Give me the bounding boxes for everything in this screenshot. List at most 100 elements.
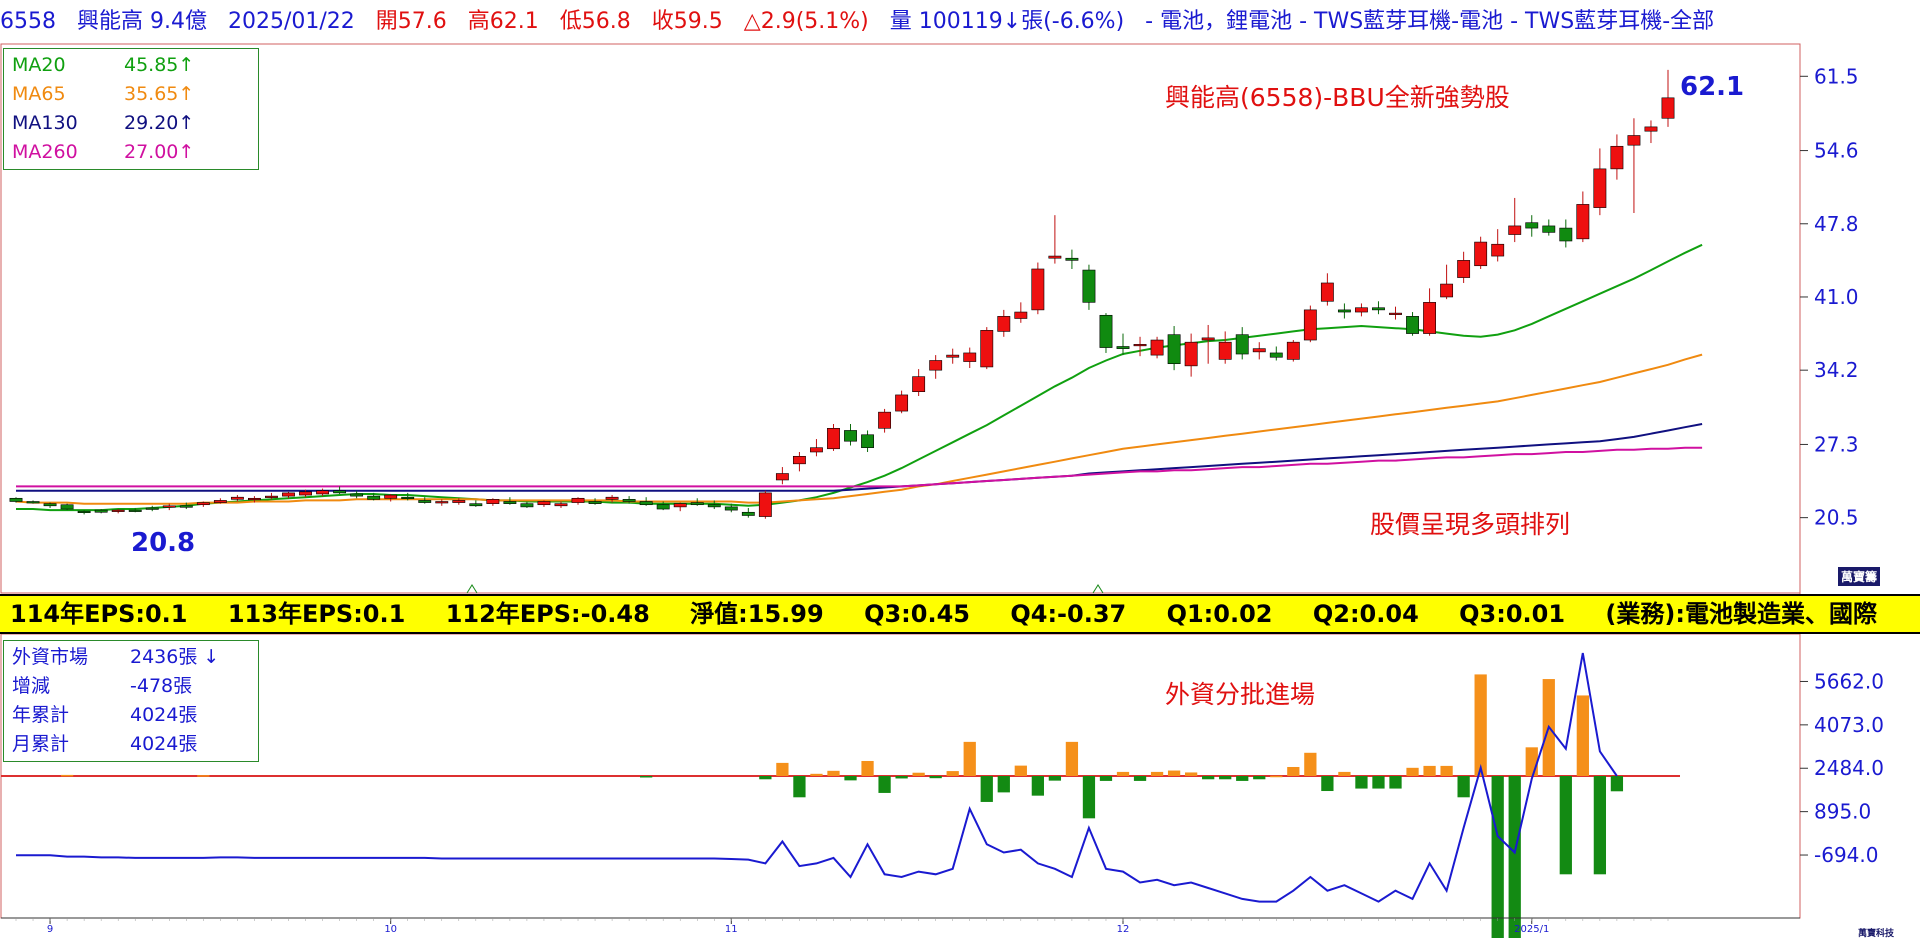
candle-body xyxy=(452,500,466,503)
candle-body xyxy=(792,455,806,465)
candle-body xyxy=(1320,282,1334,302)
candle-body xyxy=(401,496,415,499)
candle xyxy=(758,490,772,519)
flow-tick-label: 4073.0 xyxy=(1814,713,1884,737)
candle xyxy=(418,497,432,504)
ma-legend-row: MA20 45.85↑ xyxy=(12,51,250,80)
candle xyxy=(384,493,398,502)
flow-bar xyxy=(1150,771,1164,776)
candle-body xyxy=(622,499,636,502)
candle-body xyxy=(758,492,772,517)
candle xyxy=(145,505,159,512)
candle-body xyxy=(1661,97,1675,119)
candle-body xyxy=(94,509,108,513)
candle-body xyxy=(1372,307,1385,311)
candle xyxy=(980,327,994,370)
flow-bar xyxy=(1355,776,1368,789)
flow-tick-label: 2484.0 xyxy=(1814,756,1884,780)
candle xyxy=(26,500,40,504)
candle-body xyxy=(1440,283,1454,298)
candle xyxy=(929,355,943,379)
candle xyxy=(1406,312,1419,336)
candle-body xyxy=(469,503,483,507)
eps-info-bar: 114年EPS:0.1 113年EPS:0.1 112年EPS:-0.48 淨值… xyxy=(0,594,1920,634)
candle-body xyxy=(1303,309,1317,341)
flow-bar xyxy=(895,776,908,779)
flow-bar xyxy=(1440,765,1453,776)
candle xyxy=(1201,324,1215,364)
candle-body xyxy=(1014,311,1028,319)
candle xyxy=(1150,336,1164,359)
flow-bar xyxy=(878,776,891,793)
flow-tick-label: 895.0 xyxy=(1814,800,1871,824)
candle xyxy=(1389,306,1402,320)
candle xyxy=(401,492,415,501)
flow-bar xyxy=(1287,766,1300,776)
candle-body xyxy=(1355,307,1368,313)
candle-body xyxy=(248,497,261,501)
ma-label: MA130 xyxy=(12,112,78,134)
foreign-label: 增減 xyxy=(12,675,51,697)
candle xyxy=(690,498,704,506)
candle xyxy=(673,502,687,512)
candle xyxy=(60,503,74,511)
candle xyxy=(1320,273,1334,306)
volume: 量 100119↓張(-6.6%) xyxy=(889,9,1125,34)
candle xyxy=(469,500,483,507)
candle-body xyxy=(1593,168,1607,208)
eps-item: 112年EPS:-0.48 xyxy=(445,600,650,628)
price-tick-label: 54.6 xyxy=(1814,139,1859,163)
foreign-legend-row: 年累計 4024張 xyxy=(12,701,250,730)
candle xyxy=(1099,313,1113,353)
candle-body xyxy=(963,352,977,362)
chart-annotation-title: 興能高(6558)-BBU全新強勢股 xyxy=(1165,83,1510,112)
candle-body xyxy=(1218,341,1232,360)
price-tick-label: 20.5 xyxy=(1814,506,1859,530)
foreign-value: 4024張 xyxy=(130,704,198,726)
candle xyxy=(912,369,926,397)
candle xyxy=(9,497,23,503)
eps-item: 114年EPS:0.1 xyxy=(10,600,188,628)
candle-body xyxy=(724,506,738,511)
high-point-label: 62.1 xyxy=(1680,72,1745,102)
candle-body xyxy=(707,504,721,508)
candle xyxy=(367,492,381,501)
ma-value: 27.00↑ xyxy=(124,141,195,163)
flow-bar xyxy=(1338,771,1351,776)
flow-bar xyxy=(1099,776,1113,781)
candle-body xyxy=(1576,204,1590,240)
candle xyxy=(1235,327,1249,360)
candle xyxy=(1065,249,1079,269)
candle-body xyxy=(282,492,295,497)
candle xyxy=(1491,229,1505,262)
flow-bar xyxy=(1014,765,1027,776)
candle xyxy=(1423,288,1436,336)
candle xyxy=(111,509,125,514)
candle-body xyxy=(1474,241,1488,267)
foreign-value: -478張 xyxy=(130,675,193,697)
flow-bar xyxy=(776,762,789,776)
candle-body xyxy=(1167,334,1181,365)
flow-bar xyxy=(1372,776,1385,789)
candle-body xyxy=(588,501,602,504)
flow-bar xyxy=(1474,674,1487,776)
candle-body xyxy=(1406,316,1419,334)
candle-body xyxy=(554,503,568,507)
candle-body xyxy=(333,490,347,494)
foreign-legend-row: 外資市場 2436張 ↓ xyxy=(12,643,250,672)
sector-tags: - 電池，鋰電池 - TWS藍芽耳機-電池 - TWS藍芽耳機-全部 xyxy=(1145,9,1715,34)
candle-body xyxy=(775,473,789,481)
candle-body xyxy=(980,330,994,368)
candle xyxy=(1576,191,1590,243)
candle-body xyxy=(520,503,534,508)
flow-bar xyxy=(1457,776,1470,798)
flow-bar xyxy=(1576,695,1589,776)
candle-body xyxy=(1133,344,1147,347)
candle xyxy=(639,497,653,506)
candle xyxy=(827,423,840,451)
candle-body xyxy=(605,496,619,500)
price-tick-label: 41.0 xyxy=(1814,285,1859,309)
candle xyxy=(248,496,261,503)
x-axis: 9 10 11 12 2025/1 xyxy=(1,917,1800,935)
